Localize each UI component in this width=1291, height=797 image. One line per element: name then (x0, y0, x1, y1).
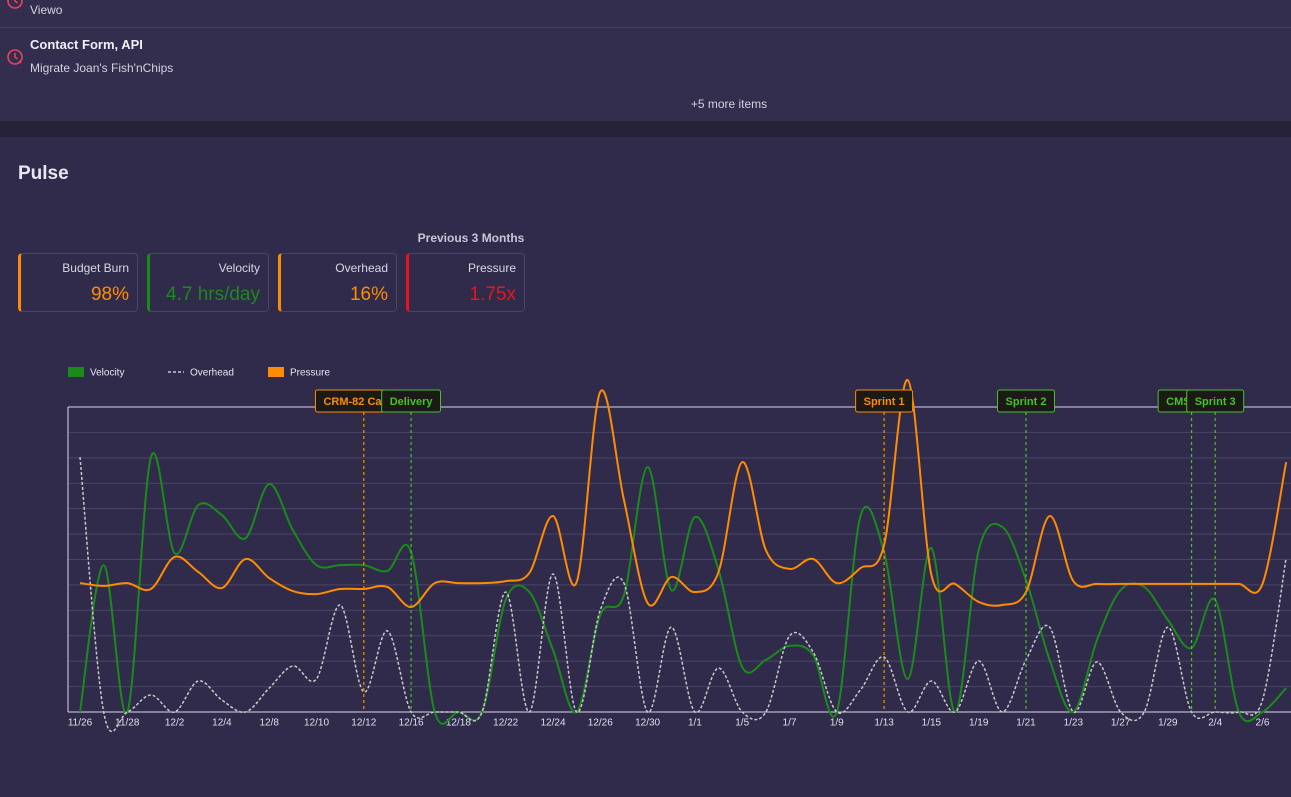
x-tick-label: 12/22 (493, 718, 518, 729)
x-tick-label: 1/7 (783, 718, 797, 729)
x-tick-label: 12/16 (399, 718, 424, 729)
x-tick-label: 2/6 (1256, 718, 1270, 729)
x-tick-label: 1/9 (830, 718, 844, 729)
annotation-box (1186, 389, 1245, 413)
annotation-box (855, 389, 914, 413)
x-tick-label: 1/5 (735, 718, 749, 729)
x-tick-label: 12/2 (165, 718, 185, 729)
series-line (79, 457, 1287, 733)
annotation: Sprint 1 (855, 389, 914, 413)
annotation: Delivery (381, 389, 442, 413)
x-tick-label: 12/30 (635, 718, 660, 729)
x-tick-label: 12/26 (588, 718, 613, 729)
x-tick-label: 1/19 (969, 718, 989, 729)
stat-value: 16% (349, 284, 388, 305)
x-tick-label: 11/26 (68, 718, 93, 729)
x-tick-label: 2/4 (1208, 718, 1222, 729)
series-line (79, 452, 1287, 725)
x-tick-label: 1/13 (874, 718, 894, 729)
annotation: Sprint 3 (1186, 389, 1245, 413)
x-tick-label: 11/28 (115, 718, 140, 729)
alert-icon (7, 49, 23, 65)
stat-card: Velocity 4.7 hrs/day (147, 253, 269, 312)
legend-label: Velocity (90, 368, 124, 379)
more-items-link[interactable]: +5 more items (690, 97, 768, 111)
x-tick-label: 12/18 (446, 718, 471, 729)
stat-value: 1.75x (469, 284, 516, 305)
stat-label: Velocity (218, 261, 260, 275)
item-subtitle: Viewo (30, 3, 63, 17)
x-tick-label: 12/10 (304, 718, 329, 729)
annotation-label: Sprint 2 (1006, 396, 1047, 408)
stat-label: Overhead (335, 261, 388, 275)
task-list (0, 0, 1291, 121)
x-tick-label: 1/21 (1016, 718, 1036, 729)
item-title[interactable]: Contact Form, API (30, 37, 143, 52)
period-label: Previous 3 Months (417, 231, 525, 245)
annotation-box (381, 389, 442, 413)
stat-label: Pressure (467, 261, 516, 275)
section-separator (0, 121, 1291, 137)
x-tick-label: 12/24 (540, 718, 565, 729)
legend-swatch (68, 367, 84, 377)
annotation-label: Sprint 1 (864, 396, 905, 408)
alert-icon (7, 0, 23, 9)
stat-card: Overhead 16% (278, 253, 397, 312)
x-tick-label: 12/12 (351, 718, 376, 729)
x-tick-label: 1/23 (1064, 718, 1084, 729)
divider (0, 27, 1291, 28)
stat-card: Pressure 1.75x (406, 253, 525, 312)
x-tick-label: 1/29 (1158, 718, 1178, 729)
stat-label: Budget Burn (62, 261, 129, 275)
legend-label: Overhead (190, 368, 234, 379)
x-tick-label: 1/27 (1111, 718, 1131, 729)
legend-swatch (268, 367, 284, 377)
x-tick-label: 12/8 (259, 718, 279, 729)
annotation-label: Sprint 3 (1195, 396, 1236, 408)
annotation-label: Delivery (390, 396, 434, 408)
legend-label: Pressure (290, 368, 330, 379)
x-tick-label: 1/15 (922, 718, 942, 729)
stat-value: 98% (90, 284, 129, 305)
stat-value: 4.7 hrs/day (166, 284, 260, 305)
annotation-box (997, 389, 1055, 413)
item-subtitle: Migrate Joan's Fish'nChips (30, 61, 174, 75)
stat-card: Budget Burn 98% (18, 253, 138, 312)
annotation: Sprint 2 (997, 389, 1055, 413)
x-tick-label: 1/1 (688, 718, 702, 729)
series-line (79, 379, 1288, 609)
x-tick-label: 12/4 (212, 718, 232, 729)
section-title: Pulse (18, 163, 69, 184)
